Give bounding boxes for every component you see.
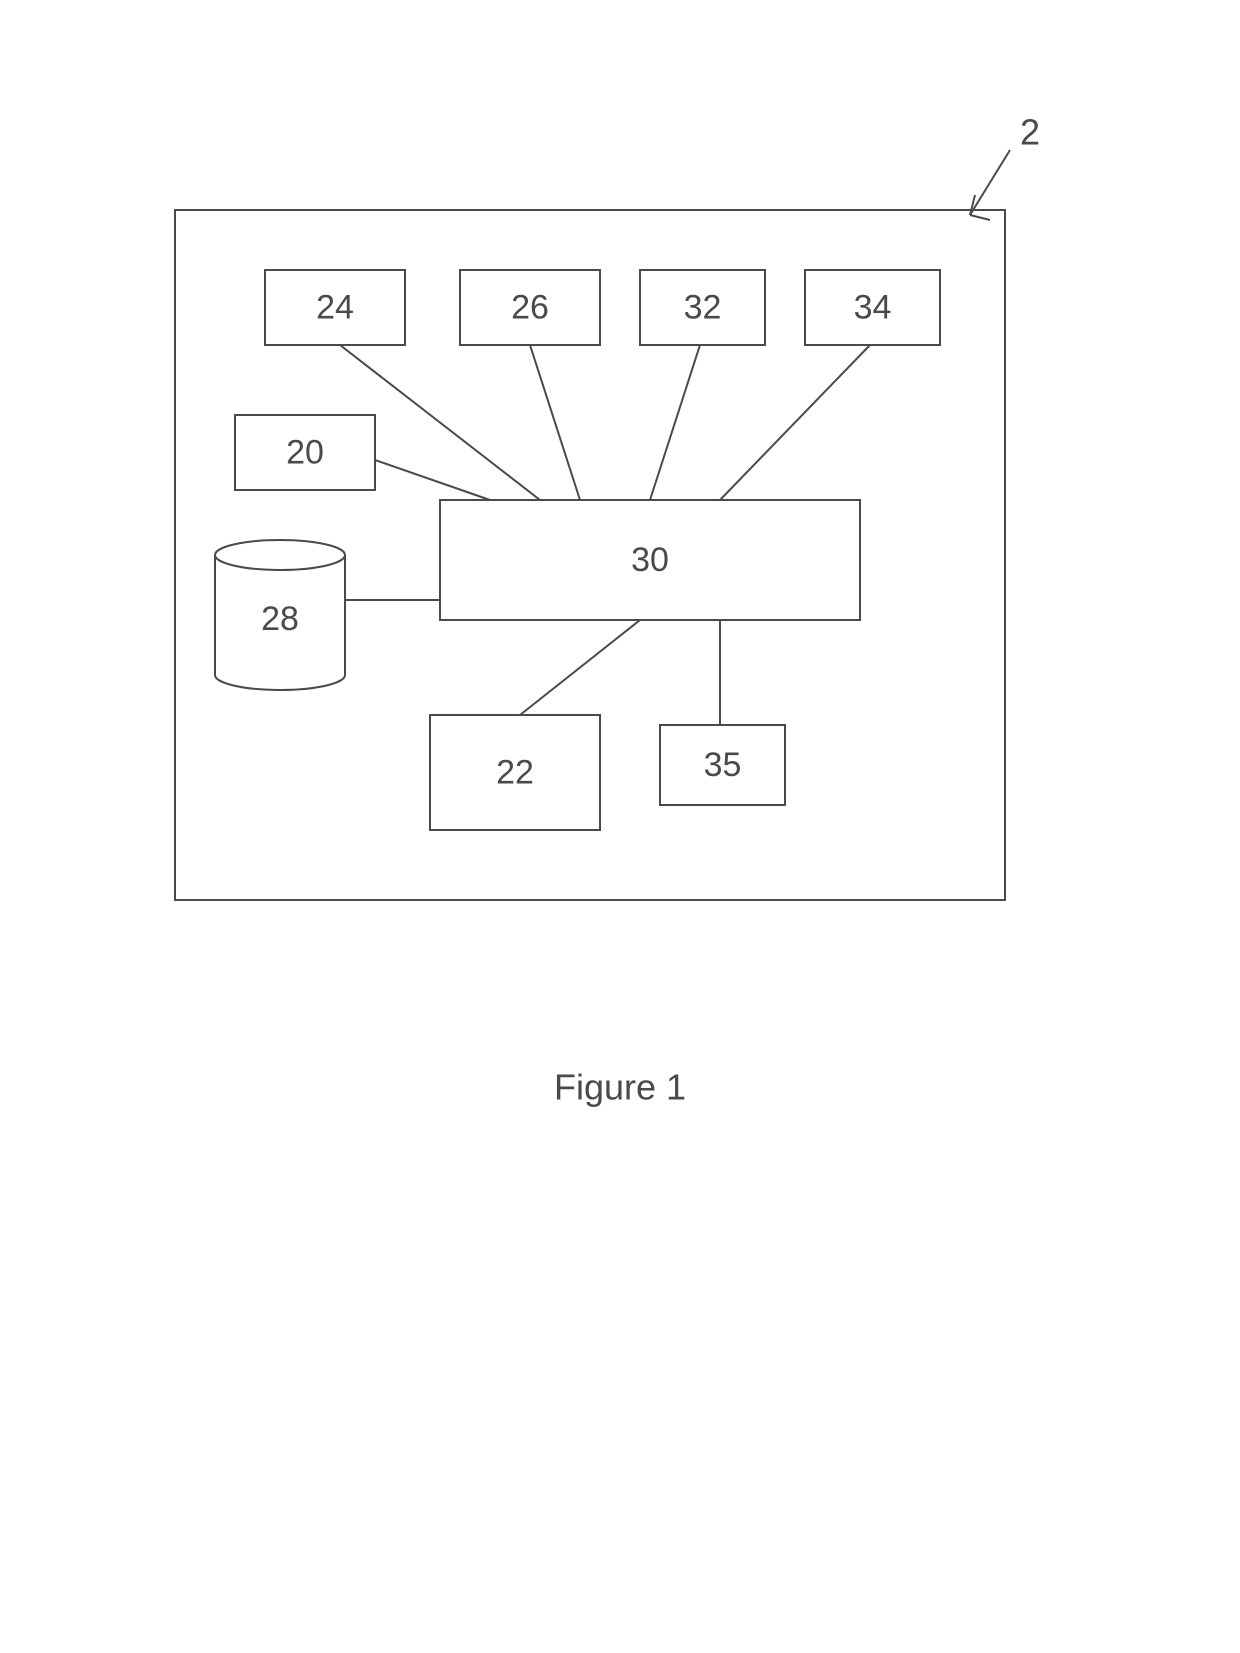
node-label-32: 32 [684, 288, 722, 326]
node-20: 20 [235, 415, 375, 490]
node-label-30: 30 [631, 541, 669, 579]
node-label-20: 20 [286, 433, 324, 471]
node-30: 30 [440, 500, 860, 620]
node-label-35: 35 [704, 746, 742, 784]
cylinder-top-28 [215, 540, 345, 570]
node-label-34: 34 [854, 288, 892, 326]
figure-caption: Figure 1 [554, 1067, 686, 1108]
node-34: 34 [805, 270, 940, 345]
node-26: 26 [460, 270, 600, 345]
node-label-24: 24 [316, 288, 354, 326]
node-35: 35 [660, 725, 785, 805]
node-32: 32 [640, 270, 765, 345]
pointer-label: 2 [1020, 112, 1040, 153]
node-label-22: 22 [496, 753, 534, 791]
node-24: 24 [265, 270, 405, 345]
node-label-28: 28 [261, 600, 299, 638]
figure-1-diagram: 24 26 32 34 20 30 28 22 35 2 Figure 1 [0, 0, 1240, 1653]
node-label-26: 26 [511, 288, 549, 326]
node-22: 22 [430, 715, 600, 830]
node-28: 28 [215, 540, 345, 690]
